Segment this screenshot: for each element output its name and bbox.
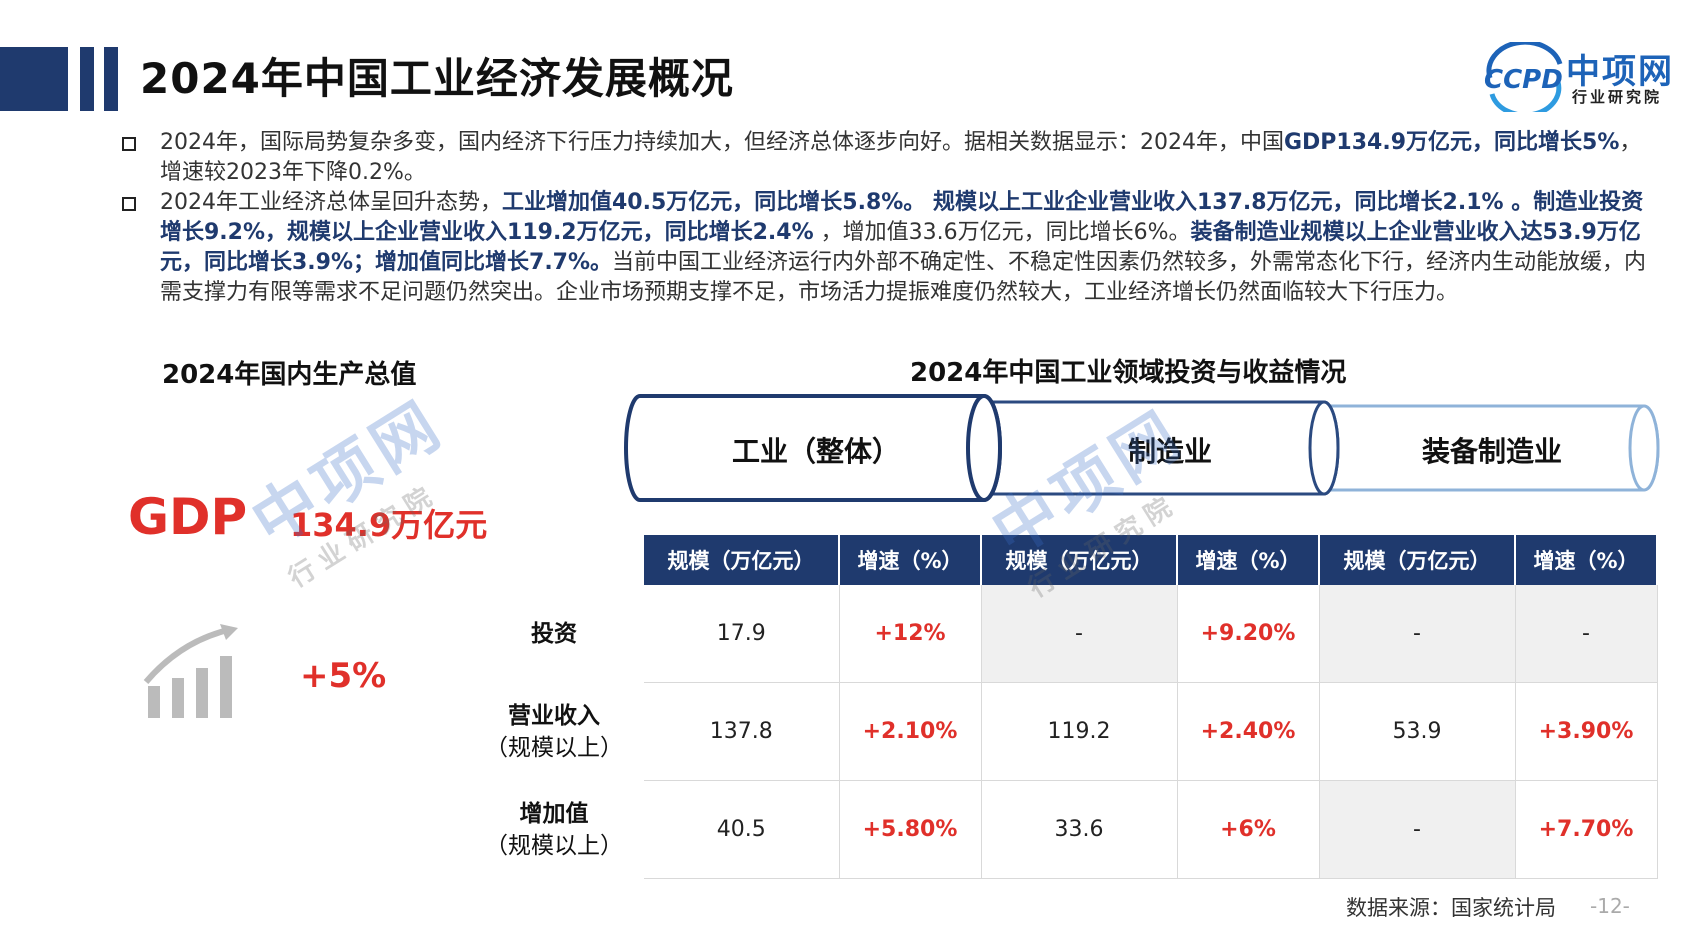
table-cell: 137.8 [644, 682, 840, 781]
row-label-main: 投资 [531, 620, 577, 647]
table-cell: - [1319, 585, 1516, 683]
table-cell: +6% [1177, 780, 1320, 879]
header-growth: 增速（%） [1177, 535, 1320, 585]
table-row: 增加值 （规模以上） 40.5 +5.80% 33.6 +6% - +7.70% [464, 780, 1658, 879]
table-cell: 40.5 [644, 780, 840, 879]
table-cell: +7.70% [1515, 780, 1658, 879]
highlight-text: 工业增加值40.5万亿元，同比增长5.8%。 规模以上工业企业营业收入137.8… [160, 190, 1644, 245]
header-bar-main [0, 47, 68, 111]
row-label: 投资 [464, 585, 644, 683]
watermark: 中项网 行业研究院 [239, 386, 458, 594]
body-text: 2024年工业经济总体呈回升态势， [160, 190, 502, 215]
ccpd-logo-icon: CCPD [1484, 42, 1563, 112]
table-cell: 33.6 [981, 780, 1178, 879]
table-corner [464, 535, 644, 585]
table-cell: +3.90% [1515, 682, 1658, 781]
table-cell: +5.80% [839, 780, 982, 879]
table-cell: +12% [839, 585, 982, 683]
page-title: 2024年中国工业经济发展概况 [140, 54, 734, 103]
header-bar-stripe-1 [80, 47, 94, 111]
category-pipe-graphic [624, 394, 1660, 502]
row-label-main: 营业收入 [508, 702, 600, 729]
table-cell: - [1319, 780, 1516, 879]
body-text: ，增速较2023年下降0.2%。 [160, 130, 1642, 185]
header-bar-stripe-2 [104, 47, 118, 111]
table-row: 营业收入 （规模以上） 137.8 +2.10% 119.2 +2.40% 53.9 +3.9… [464, 682, 1658, 781]
table-cell: 17.9 [644, 585, 840, 683]
investment-revenue-table: 规模（万亿元） 增速（%） 规模（万亿元） 增速（%） 规模（万亿元） 增速（%… [464, 535, 1658, 879]
header-growth: 增速（%） [1515, 535, 1658, 585]
table-row: 投资 17.9 +12% - +9.20% - - [464, 585, 1658, 683]
bullet-icon [122, 197, 136, 211]
table-cell: 119.2 [981, 682, 1178, 781]
category-industry-overall: 工业（整体） [732, 435, 901, 468]
logo-mark-text: CCPD [1484, 65, 1563, 95]
data-source: 数据来源：国家统计局 [1346, 896, 1556, 920]
gdp-section-title: 2024年国内生产总值 [162, 360, 417, 390]
logo-subtitle: 行业研究院 [1572, 88, 1663, 106]
industry-paragraph: 2024年工业经济总体呈回升态势，工业增加值40.5万亿元，同比增长5.8%。 … [160, 188, 1660, 308]
gdp-label: GDP [128, 488, 248, 546]
row-label: 营业收入 （规模以上） [464, 683, 644, 781]
table-cell: - [981, 585, 1178, 683]
table-cell: 53.9 [1319, 682, 1516, 781]
table-cell: +9.20% [1177, 585, 1320, 683]
intro-paragraph: 2024年，国际局势复杂多变，国内经济下行压力持续加大，但经济总体逐步向好。据相… [160, 128, 1660, 188]
header-scale: 规模（万亿元） [644, 535, 840, 585]
category-equipment-manufacturing: 装备制造业 [1422, 435, 1563, 468]
header-scale: 规模（万亿元） [981, 535, 1178, 585]
highlight-text: GDP134.9万亿元，同比增长5% [1283, 130, 1620, 155]
row-label-sub: （规模以上） [485, 832, 623, 859]
highlight-text: 装备制造业规模以上企业营业收入达53.9万亿元，同比增长3.9%；增加值同比增长… [160, 220, 1641, 275]
table-cell: +2.40% [1177, 682, 1320, 781]
row-label: 增加值 （规模以上） [464, 781, 644, 879]
gdp-value: 134.9万亿元 [290, 506, 488, 544]
gdp-growth: +5% [300, 656, 387, 696]
table-cell: - [1515, 585, 1658, 683]
body-text: 当前中国工业经济运行内外部不确定性、不稳定性因素仍然较多，外需常态化下行，经济内… [160, 250, 1647, 305]
row-label-main: 增加值 [519, 800, 589, 827]
table-cell: +2.10% [839, 682, 982, 781]
category-manufacturing: 制造业 [1128, 435, 1213, 468]
page-number: -12- [1590, 894, 1630, 918]
body-text: ，增加值33.6万亿元，同比增长6%。 [813, 220, 1191, 245]
bullet-icon [122, 137, 136, 151]
row-label-sub: （规模以上） [485, 734, 623, 761]
body-text: 2024年，国际局势复杂多变，国内经济下行压力持续加大，但经济总体逐步向好。据相… [160, 130, 1284, 155]
logo-name: 中项网 [1566, 52, 1674, 92]
growth-chart-icon [143, 624, 238, 718]
invest-section-title: 2024年中国工业领域投资与收益情况 [910, 358, 1347, 388]
header-growth: 增速（%） [839, 535, 982, 585]
header-scale: 规模（万亿元） [1319, 535, 1516, 585]
